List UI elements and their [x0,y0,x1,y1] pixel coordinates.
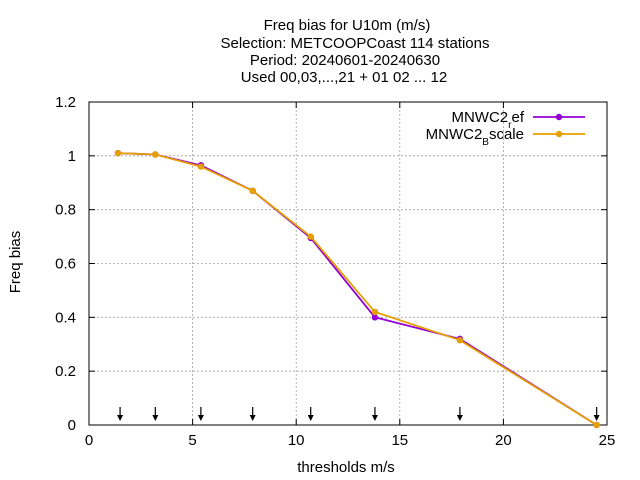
data-point [371,314,379,321]
legend-marker [555,113,563,121]
series-layer [114,149,600,429]
title-line-4: Used 00,03,...,21 + 01 02 ... 12 [241,69,447,86]
x-tick-label: 20 [495,432,512,449]
threshold-arrow-head [249,415,256,421]
legend-item-MNWC2_Bscale: MNWC2Bscale [426,126,585,148]
threshold-arrows [117,407,600,421]
legend-item-MNWC2_ref: MNWC2ref [451,109,585,131]
threshold-arrow [371,407,378,421]
threshold-arrow [152,407,159,421]
y-tick-label: 0.4 [55,309,76,326]
data-point [114,149,122,157]
y-tick-label: 0.2 [55,363,76,380]
data-point [593,421,600,429]
series-line [117,152,598,426]
x-tick-label: 25 [599,432,616,449]
data-point [456,337,464,344]
y-tick-label: 0 [68,417,76,434]
y-tick-label: 0.8 [55,202,76,219]
title-line-3: Period: 20240601-20240630 [250,52,440,69]
grid [89,102,607,425]
series-line [117,152,598,426]
x-tick-label: 15 [391,432,408,449]
data-point [197,163,205,170]
threshold-arrow-head [371,415,378,421]
y-axis-label: Freq bias [7,231,24,294]
title-line-2: Selection: METCOOPCoast 114 stations [220,35,489,52]
legend-label: MNWC2ref [451,109,524,131]
data-point [307,233,314,240]
threshold-arrow [117,407,124,421]
threshold-arrow [197,407,204,421]
threshold-arrow-head [593,415,600,421]
axes: 0 5 10 15 20 25 0 0.2 0.4 0.6 0.8 1 1.2 [55,94,615,449]
y-tick-label: 0.6 [55,256,76,273]
legend-marker [555,130,563,138]
x-axis-label: thresholds m/s [297,459,395,476]
legend-label: MNWC2Bscale [426,126,524,148]
series-MNWC2_Bscale [114,149,600,429]
threshold-arrow [249,407,256,421]
threshold-arrow [593,407,600,421]
threshold-arrow-head [117,415,124,421]
threshold-arrow-head [197,415,204,421]
threshold-arrow [307,407,314,421]
threshold-arrow-head [152,415,159,421]
x-tick-label: 10 [288,432,305,449]
threshold-arrow [456,407,463,421]
threshold-arrow-head [456,415,463,421]
x-tick-label: 0 [85,432,93,449]
y-tick-label: 1 [68,148,76,165]
y-tick-label: 1.2 [55,94,76,111]
threshold-arrow-head [307,415,314,421]
x-tick-label: 5 [188,432,196,449]
series-MNWC2_ref [114,149,600,429]
data-point [249,187,256,195]
data-point [152,151,159,158]
data-point [371,308,379,316]
title-line-1: Freq bias for U10m (m/s) [264,17,431,34]
chart-title: Freq bias for U10m (m/s) Selection: METC… [220,17,489,86]
